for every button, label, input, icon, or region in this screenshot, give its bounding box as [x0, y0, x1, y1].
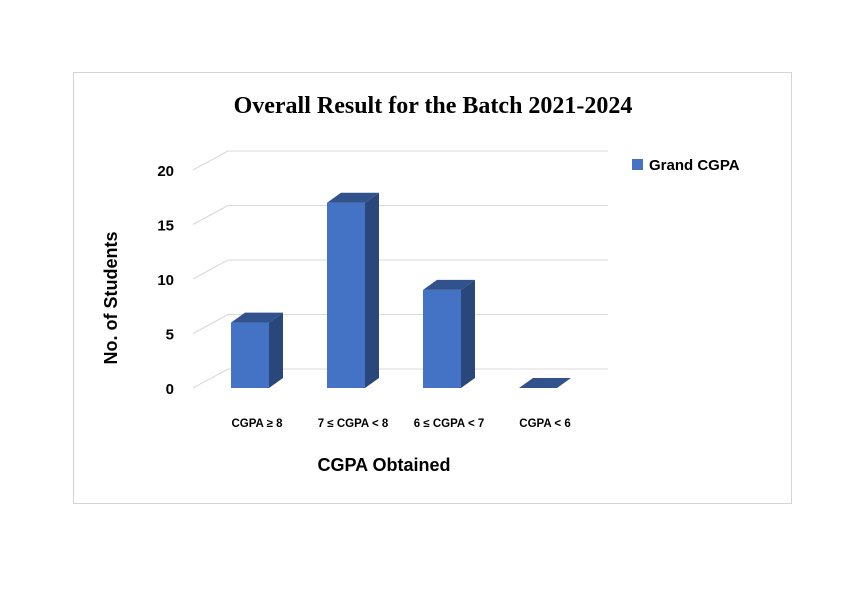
y-tick-label: 0	[166, 381, 174, 398]
bar-top	[231, 312, 283, 323]
bar-side	[269, 312, 283, 388]
x-category-label: 6 ≤ CGPA < 7	[414, 418, 485, 430]
gridline-depth	[192, 205, 229, 225]
bars	[231, 192, 571, 388]
bar	[519, 378, 571, 388]
y-tick-label: 15	[157, 218, 174, 235]
bar-front	[423, 289, 461, 388]
bar	[231, 312, 283, 388]
x-category-label: CGPA ≥ 8	[231, 418, 283, 430]
bar-side	[365, 192, 379, 388]
y-axis-title: No. of Students	[101, 232, 121, 365]
bar-side	[461, 279, 475, 388]
legend-swatch	[632, 159, 643, 170]
bar	[423, 279, 475, 388]
gridline-depth	[192, 368, 229, 389]
bar-front	[231, 322, 269, 388]
x-category-label: 7 ≤ CGPA < 8	[318, 418, 389, 430]
bar-front	[327, 202, 365, 388]
legend-label: Grand CGPA	[649, 157, 740, 174]
legend: Grand CGPA	[632, 157, 740, 174]
x-category-labels: CGPA ≥ 8 7 ≤ CGPA < 8 6 ≤ CGPA < 7 CGPA < 6	[231, 418, 570, 430]
gridline-depth	[192, 259, 229, 280]
x-category-label: CGPA < 6	[519, 418, 570, 430]
x-axis-title: CGPA Obtained	[317, 455, 450, 475]
gridline-depth	[192, 150, 229, 171]
bar-top	[327, 192, 379, 203]
y-tick-label: 5	[166, 327, 174, 344]
bar-top	[423, 279, 475, 290]
gridline-depth	[192, 314, 229, 334]
bar	[327, 192, 379, 388]
y-tick-label: 20	[157, 163, 174, 180]
chart-title: Overall Result for the Batch 2021-2024	[234, 93, 633, 119]
gridlines	[192, 150, 608, 389]
y-tick-label: 10	[157, 272, 174, 289]
bar-top	[519, 378, 571, 388]
y-tick-labels: 0 5 10 15 20	[157, 163, 174, 398]
